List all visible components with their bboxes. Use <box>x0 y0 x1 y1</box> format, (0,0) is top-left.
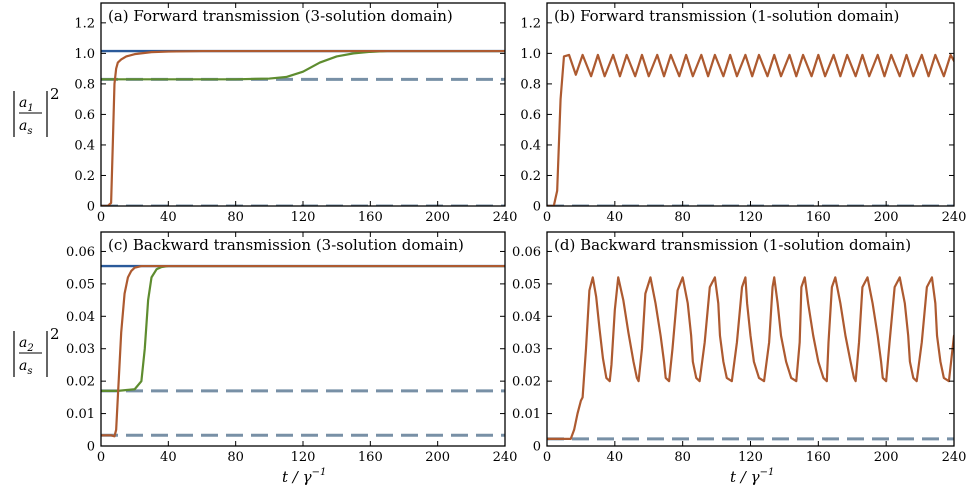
y-tick-label-b-0: 0 <box>533 200 541 215</box>
x-tick-label-d-6: 240 <box>942 450 966 465</box>
x-tick-label-d-5: 200 <box>874 450 899 465</box>
y-tick-label-c-2: 0.02 <box>66 375 95 390</box>
x-tick-label-b-1: 40 <box>607 210 624 225</box>
xlabel-left: t / γ−1 <box>282 467 326 486</box>
panel-b: 0 40 80 120 160 200 240 0 0.2 0.4 0.6 0.8 1.0 1.2 (b) … <box>520 2 966 225</box>
x-tick-label-c-3: 120 <box>291 450 316 465</box>
y-tick-label-d-1: 0.01 <box>512 407 541 422</box>
y-tick-label-a-1: 0.2 <box>74 169 95 184</box>
series-line-a-brown <box>101 49 505 206</box>
y-tick-label-a-5: 1.0 <box>74 47 95 62</box>
ylabel-bottom: a2 as 2 <box>13 325 60 377</box>
x-tick-label-a-3: 120 <box>291 210 316 225</box>
x-tick-label-a-2: 80 <box>227 210 244 225</box>
x-tick-label-a-0: 0 <box>97 210 105 225</box>
y-tick-label-a-4: 0.8 <box>74 77 95 92</box>
series-line-b-brown <box>547 53 954 206</box>
y-tick-label-d-2: 0.02 <box>512 375 541 390</box>
x-tick-label-c-2: 80 <box>227 450 244 465</box>
panels: 0 40 80 120 160 200 240 0 0.2 0.4 0.6 0.8 1.0 1.2 (a) … <box>66 2 966 465</box>
x-tick-label-c-0: 0 <box>97 450 105 465</box>
y-tick-label-d-4: 0.04 <box>512 310 541 325</box>
x-tick-label-a-5: 200 <box>425 210 450 225</box>
x-tick-label-b-4: 160 <box>806 210 831 225</box>
panel-title-d: (d) Backward transmission (1-solution do… <box>554 236 911 254</box>
x-tick-label-c-5: 200 <box>425 450 450 465</box>
x-tick-label-a-6: 240 <box>493 210 518 225</box>
panel-d: 0 40 80 120 160 200 240 0 0.01 0.02 0.03 0.04 0.05 0.… <box>512 231 966 465</box>
ylabel-top-den: as <box>19 118 33 137</box>
y-tick-label-b-1: 0.2 <box>520 169 541 184</box>
panel-title-c: (c) Backward transmission (3-solution do… <box>108 236 464 254</box>
y-tick-label-c-1: 0.01 <box>66 407 95 422</box>
plot-area-a <box>101 49 505 206</box>
y-tick-label-c-4: 0.04 <box>66 310 95 325</box>
xlabel-right: t / γ−1 <box>730 467 774 486</box>
y-tick-label-a-3: 0.6 <box>74 108 95 123</box>
plot-area-b <box>547 53 954 206</box>
x-tick-label-b-0: 0 <box>543 210 551 225</box>
x-tick-label-b-6: 240 <box>942 210 966 225</box>
y-tick-label-d-6: 0.06 <box>512 245 541 260</box>
x-tick-label-d-2: 80 <box>674 450 691 465</box>
series-line-a-green <box>101 49 505 81</box>
ylabel-top: a1 as 2 <box>13 85 60 137</box>
y-tick-label-d-0: 0 <box>533 440 541 455</box>
series-line-c-brown <box>101 264 505 438</box>
x-tick-label-d-4: 160 <box>806 450 831 465</box>
x-tick-label-c-1: 40 <box>160 450 177 465</box>
y-tick-label-c-3: 0.03 <box>66 342 95 357</box>
y-tick-label-b-3: 0.6 <box>520 108 541 123</box>
panel-a: 0 40 80 120 160 200 240 0 0.2 0.4 0.6 0.8 1.0 1.2 (a) … <box>74 2 518 225</box>
series-line-d-brown <box>547 276 954 440</box>
x-tick-label-d-0: 0 <box>543 450 551 465</box>
x-tick-label-d-3: 120 <box>738 450 763 465</box>
ylabel-top-power: 2 <box>50 85 60 103</box>
y-tick-label-b-5: 1.0 <box>520 47 541 62</box>
x-tick-label-b-3: 120 <box>738 210 763 225</box>
y-tick-label-b-4: 0.8 <box>520 77 541 92</box>
panel-title-b: (b) Forward transmission (1-solution dom… <box>554 7 899 25</box>
plot-area-d <box>547 276 954 441</box>
y-tick-label-a-0: 0 <box>87 200 95 215</box>
y-tick-label-b-2: 0.4 <box>520 138 541 153</box>
y-tick-label-d-5: 0.05 <box>512 277 541 292</box>
ylabel-bottom-den: as <box>19 358 33 377</box>
y-tick-label-d-3: 0.03 <box>512 342 541 357</box>
x-tick-label-c-4: 160 <box>358 450 383 465</box>
y-tick-label-a-2: 0.4 <box>74 138 95 153</box>
x-tick-label-a-1: 40 <box>160 210 177 225</box>
ylabel-bottom-num: a2 <box>19 335 34 354</box>
plot-area-c <box>101 264 505 438</box>
axes-frame-a <box>100 2 506 207</box>
y-tick-label-b-6: 1.2 <box>520 16 541 31</box>
panel-c: 0 40 80 120 160 200 240 0 0.01 0.02 0.03 0.04 0.05 0.… <box>66 231 518 465</box>
ylabel-top-num: a1 <box>19 95 34 114</box>
y-tick-label-c-5: 0.05 <box>66 277 95 292</box>
x-tick-label-b-2: 80 <box>674 210 691 225</box>
y-tick-label-a-6: 1.2 <box>74 16 95 31</box>
x-tick-label-d-1: 40 <box>607 450 624 465</box>
panel-title-a: (a) Forward transmission (3-solution dom… <box>108 7 453 25</box>
y-tick-label-c-0: 0 <box>87 440 95 455</box>
axes-frame-b <box>546 2 955 207</box>
axes-frame-c <box>100 231 506 447</box>
x-tick-label-a-4: 160 <box>358 210 383 225</box>
x-tick-label-b-5: 200 <box>874 210 899 225</box>
x-tick-label-c-6: 240 <box>493 450 518 465</box>
y-tick-label-c-6: 0.06 <box>66 245 95 260</box>
series-line-c-green <box>101 264 505 392</box>
ylabel-bottom-power: 2 <box>50 325 60 343</box>
